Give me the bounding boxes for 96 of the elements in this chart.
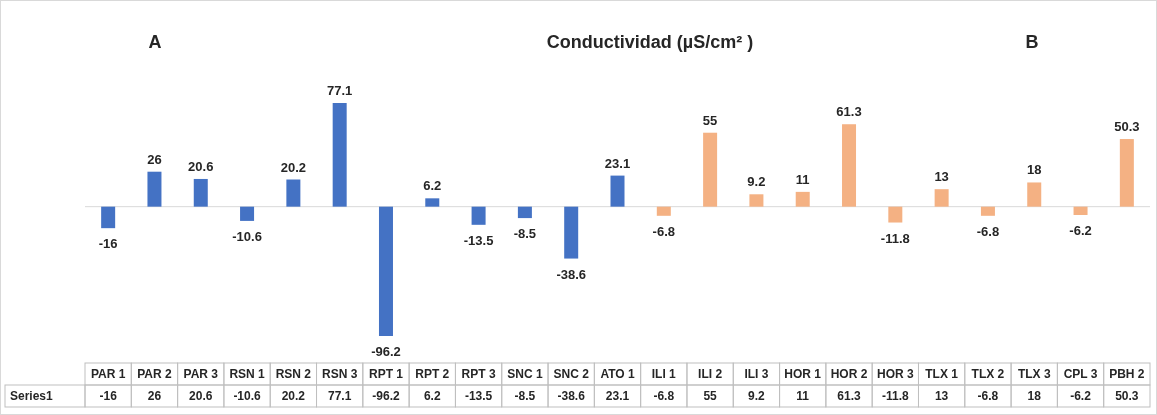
- data-label: 23.1: [605, 389, 630, 403]
- x-tick-label: RSN 1: [229, 367, 266, 381]
- text: B: [1025, 32, 1039, 52]
- bar: [795, 191, 810, 207]
- text: Series1: [10, 389, 54, 403]
- chart-title: Conductividad (µS/cm² ): [546, 32, 754, 52]
- data-label: -6.8: [653, 389, 675, 403]
- data-label: 13: [934, 389, 949, 403]
- annotation: 50.3: [1114, 119, 1140, 135]
- annotation: -6.2: [1069, 223, 1092, 238]
- bar: [1027, 182, 1042, 207]
- x-tick-label: RPT 3: [461, 367, 496, 381]
- x-tick-label: TLX 3: [1017, 367, 1051, 381]
- bar: [240, 206, 255, 221]
- bar: [378, 206, 393, 336]
- x-tick-label: TLX 1: [925, 367, 959, 381]
- annotation: 9.2: [747, 174, 766, 190]
- x-tick-label: CPL 3: [1063, 367, 1098, 381]
- annotation: 11: [795, 171, 810, 187]
- data-label: 26: [147, 389, 162, 403]
- data-label: -96.2: [372, 389, 400, 403]
- x-tick-label: PAR 3: [183, 367, 219, 381]
- data-label: 11: [796, 389, 810, 403]
- bar: [749, 194, 764, 207]
- bar: [888, 206, 903, 223]
- annotation: -10.6: [232, 228, 262, 244]
- x-tick-label: HOR 2: [830, 367, 868, 381]
- x-tick-label: RSN 2: [275, 367, 312, 381]
- bar: [193, 178, 208, 207]
- x-tick-label: TLX 2: [971, 367, 1005, 381]
- text: A: [148, 32, 162, 52]
- data-label: 18: [1027, 389, 1042, 403]
- x-tick-label: PBH 2: [1109, 367, 1145, 381]
- annotation: 26: [147, 151, 162, 167]
- bar: [517, 206, 532, 219]
- annotation: 23.1: [604, 155, 631, 171]
- x-tick-label: ATO 1: [600, 367, 635, 381]
- bar: [656, 206, 671, 216]
- data-label: -11.8: [881, 389, 909, 403]
- bar: [980, 206, 995, 216]
- annotation: 61.3: [836, 104, 862, 120]
- bar: [610, 175, 625, 207]
- x-tick-label: SNC 1: [507, 367, 543, 381]
- x-tick-label: ILI 1: [651, 367, 677, 381]
- data-label: 6.2: [423, 389, 441, 403]
- annotation: 18: [1027, 162, 1042, 178]
- data-label: 50.3: [1115, 389, 1139, 403]
- annotation: 6.2: [423, 178, 442, 194]
- x-tick-label: PAR 2: [137, 367, 173, 381]
- data-label: 20.2: [281, 389, 306, 403]
- data-label: -38.6: [557, 389, 586, 403]
- annotation: 20.2: [280, 159, 307, 175]
- annotation: 13: [934, 169, 949, 185]
- x-tick-label: RSN 3: [322, 367, 358, 381]
- bar: [934, 189, 949, 207]
- x-tick-label: HOR 1: [784, 367, 822, 381]
- data-label: -6.2: [1070, 389, 1092, 403]
- annotation: 20.6: [188, 158, 214, 174]
- data-label: -13.5: [464, 389, 493, 403]
- x-tick-label: SNC 2: [553, 367, 590, 381]
- bar: [425, 198, 440, 207]
- bar: [332, 103, 347, 207]
- bar: [842, 124, 857, 207]
- x-tick-label: ILI 2: [698, 367, 723, 381]
- annotation: -16: [98, 236, 118, 252]
- x-tick-label: RPT 1: [368, 367, 404, 381]
- x-tick-label: PAR 1: [90, 367, 126, 381]
- data-label: -10.6: [233, 389, 262, 403]
- data-label: 55: [703, 389, 718, 403]
- x-tick-label: RPT 2: [415, 367, 450, 381]
- bar: [1119, 139, 1134, 207]
- bar: [286, 179, 301, 207]
- annotation: -13.5: [463, 232, 494, 248]
- data-label: 61.3: [837, 389, 862, 403]
- annotation: 55: [702, 112, 718, 128]
- bar: [471, 206, 486, 225]
- data-label: -6.8: [977, 389, 999, 403]
- data-label: 77.1: [327, 389, 352, 403]
- text: -96.2: [371, 344, 401, 359]
- x-tick-label: ILI 3: [744, 367, 769, 381]
- annotation: -11.8: [880, 230, 910, 246]
- x-tick-label: HOR 3: [876, 367, 914, 381]
- annotation: -6.8: [652, 223, 676, 239]
- bar: [1073, 206, 1088, 215]
- annotation: -6.8: [976, 223, 1000, 239]
- bar: [703, 132, 718, 207]
- bar: [147, 171, 162, 207]
- bar: [564, 206, 579, 259]
- data-label: -16: [99, 389, 118, 403]
- annotation: -38.6: [556, 266, 587, 282]
- data-label: 9.2: [748, 389, 766, 403]
- text: 77.1: [327, 83, 353, 98]
- data-label: -8.5: [514, 389, 536, 403]
- annotation: -8.5: [513, 226, 537, 242]
- data-label: 20.6: [189, 389, 213, 403]
- bar: [101, 206, 116, 229]
